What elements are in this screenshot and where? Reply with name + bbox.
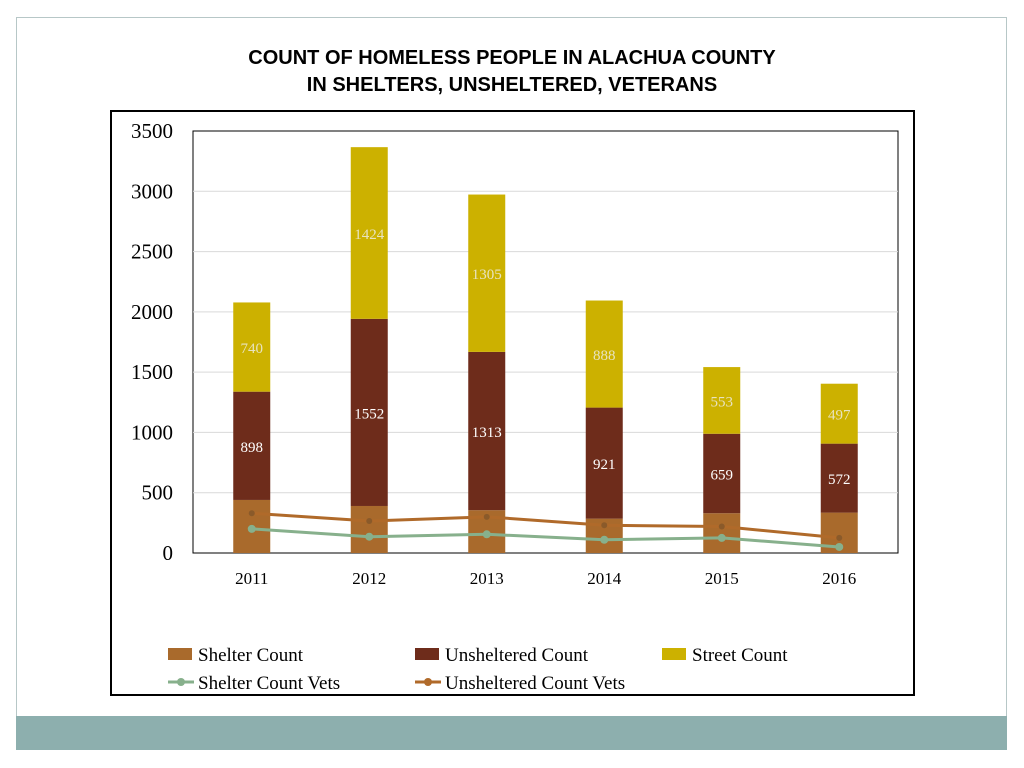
legend-marker <box>424 678 432 686</box>
chart-title-line-1: COUNT OF HOMELESS PEOPLE IN ALACHUA COUN… <box>248 47 776 69</box>
bar-street-count <box>468 194 506 352</box>
bar-street-count <box>233 302 271 392</box>
data-label: 572 <box>828 472 851 488</box>
bar-unsheltered-count <box>703 433 741 514</box>
line-unsheltered-count-vets <box>251 511 840 540</box>
data-label: 1424 <box>354 227 385 243</box>
line-point <box>365 532 374 541</box>
data-label: 740 <box>241 341 264 357</box>
legend-label: Unsheltered Count <box>445 645 589 666</box>
x-tick-label: 2015 <box>705 569 739 588</box>
line-point <box>718 523 725 530</box>
y-tick-label: 500 <box>142 481 174 505</box>
line-point <box>601 522 608 529</box>
line-point <box>248 510 255 517</box>
legend-swatch <box>415 648 439 660</box>
legend-swatch <box>662 648 686 660</box>
line-point <box>366 518 373 525</box>
chart-title: COUNT OF HOMELESS PEOPLE IN ALACHUA COUN… <box>0 45 1024 99</box>
line-shelter-count-vets <box>251 527 840 549</box>
data-label: 497 <box>828 408 851 424</box>
footer-bar <box>16 716 1007 750</box>
legend-marker <box>177 678 185 686</box>
legend-label: Unsheltered Count Vets <box>445 673 625 694</box>
legend-swatch <box>168 648 192 660</box>
y-tick-label: 0 <box>163 541 174 565</box>
y-tick-label: 3500 <box>131 119 173 143</box>
y-tick-label: 2000 <box>131 300 173 324</box>
line-point <box>835 542 844 551</box>
line-point <box>483 513 490 520</box>
bar-shelter-count <box>703 513 741 553</box>
data-label: 659 <box>711 467 734 483</box>
x-tick-label: 2011 <box>235 569 268 588</box>
x-tick-label: 2012 <box>352 569 386 588</box>
line-point <box>482 530 491 539</box>
plot-border <box>192 130 899 554</box>
x-tick-label: 2014 <box>587 569 622 588</box>
line-point <box>247 524 256 533</box>
data-label: 921 <box>593 457 616 473</box>
legend-label: Shelter Count Vets <box>198 673 340 694</box>
legend-label: Shelter Count <box>198 645 304 666</box>
legend-label: Street Count <box>692 645 788 666</box>
data-label: 898 <box>241 440 264 456</box>
bar-street-count <box>703 367 741 434</box>
bar-unsheltered-count <box>468 351 506 511</box>
line-point <box>836 534 843 541</box>
chart-title-line-2: IN SHELTERS, UNSHELTERED, VETERANS <box>306 74 718 96</box>
line-point <box>717 533 726 542</box>
y-tick-label: 3000 <box>131 179 173 203</box>
data-label: 1552 <box>354 406 384 422</box>
bar-unsheltered-count <box>350 318 388 506</box>
y-tick-label: 2500 <box>131 240 173 264</box>
bar-shelter-count <box>350 505 388 553</box>
bar-street-count <box>820 383 858 444</box>
bar-street-count <box>585 300 623 408</box>
data-label: 888 <box>593 348 616 364</box>
y-tick-label: 1000 <box>131 420 173 444</box>
y-tick-label: 1500 <box>131 360 173 384</box>
data-label: 1313 <box>472 425 502 441</box>
bar-unsheltered-count <box>233 391 271 500</box>
data-label: 1305 <box>472 267 502 283</box>
data-label: 553 <box>711 394 734 410</box>
bar-unsheltered-count <box>585 407 623 519</box>
line-point <box>600 535 609 544</box>
x-tick-label: 2013 <box>470 569 504 588</box>
bar-unsheltered-count <box>820 443 858 513</box>
bar-street-count <box>350 147 388 319</box>
x-tick-label: 2016 <box>822 569 856 588</box>
